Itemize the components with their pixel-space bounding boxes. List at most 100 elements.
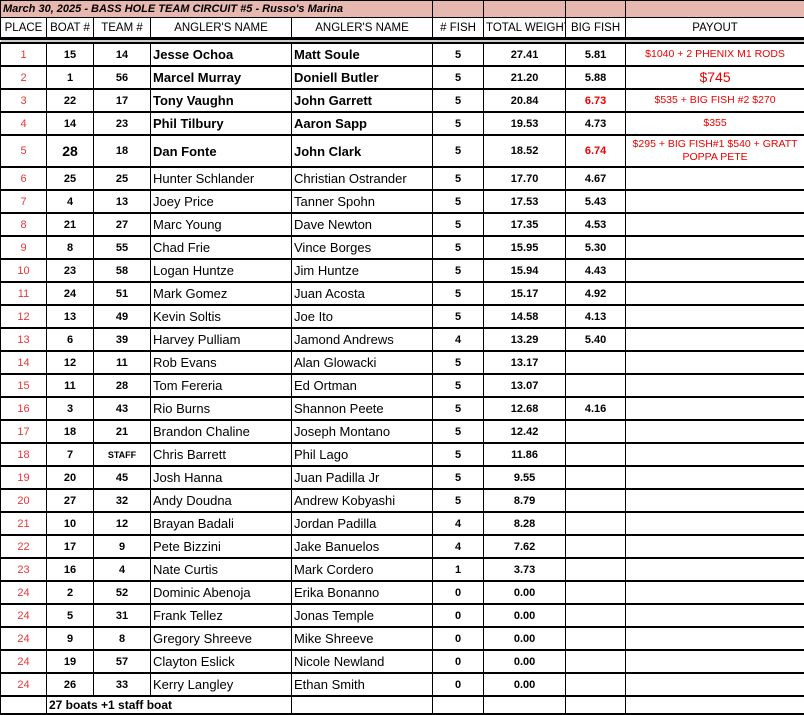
angler1-cell[interactable]: Rob Evans <box>151 351 292 374</box>
angler2-cell[interactable]: Erika Bonanno <box>292 581 433 604</box>
payout-cell[interactable]: $745 <box>626 66 804 89</box>
angler2-cell[interactable]: Nicole Newland <box>292 650 433 673</box>
payout-cell[interactable] <box>626 282 804 305</box>
payout-cell[interactable] <box>626 420 804 443</box>
cell[interactable] <box>566 696 626 714</box>
angler2-cell[interactable]: Jonas Temple <box>292 604 433 627</box>
weight-cell[interactable]: 0.00 <box>484 673 566 696</box>
place-cell[interactable]: 12 <box>1 305 47 328</box>
payout-cell[interactable]: $535 + BIG FISH #2 $270 <box>626 89 804 112</box>
angler1-cell[interactable]: Logan Huntze <box>151 259 292 282</box>
angler2-cell[interactable]: Jake Banuelos <box>292 535 433 558</box>
payout-cell[interactable] <box>626 466 804 489</box>
boat-cell[interactable]: 5 <box>47 604 94 627</box>
fish-cell[interactable]: 5 <box>433 190 484 213</box>
fish-cell[interactable]: 5 <box>433 443 484 466</box>
cell[interactable] <box>292 696 433 714</box>
place-cell[interactable]: 18 <box>1 443 47 466</box>
place-cell[interactable]: 24 <box>1 581 47 604</box>
weight-cell[interactable]: 12.42 <box>484 420 566 443</box>
weight-cell[interactable]: 14.58 <box>484 305 566 328</box>
footer-note[interactable]: 27 boats +1 staff boat <box>47 696 292 714</box>
team-cell[interactable]: STAFF <box>94 443 151 466</box>
boat-cell[interactable]: 13 <box>47 305 94 328</box>
header-boat[interactable]: BOAT # <box>47 18 94 39</box>
team-cell[interactable]: 13 <box>94 190 151 213</box>
place-cell[interactable]: 24 <box>1 627 47 650</box>
place-cell[interactable]: 8 <box>1 213 47 236</box>
angler1-cell[interactable]: Dan Fonte <box>151 135 292 167</box>
angler1-cell[interactable]: Marcel Murray <box>151 66 292 89</box>
boat-cell[interactable]: 3 <box>47 397 94 420</box>
boat-cell[interactable]: 27 <box>47 489 94 512</box>
fish-cell[interactable]: 0 <box>433 673 484 696</box>
big-fish-cell[interactable] <box>566 512 626 535</box>
angler1-cell[interactable]: Brandon Chaline <box>151 420 292 443</box>
team-cell[interactable]: 31 <box>94 604 151 627</box>
big-fish-cell[interactable]: 4.73 <box>566 112 626 135</box>
fish-cell[interactable]: 5 <box>433 135 484 167</box>
weight-cell[interactable]: 7.62 <box>484 535 566 558</box>
angler2-cell[interactable]: Mike Shreeve <box>292 627 433 650</box>
weight-cell[interactable]: 0.00 <box>484 581 566 604</box>
team-cell[interactable]: 4 <box>94 558 151 581</box>
weight-cell[interactable]: 21.20 <box>484 66 566 89</box>
team-cell[interactable]: 55 <box>94 236 151 259</box>
cell[interactable] <box>484 696 566 714</box>
boat-cell[interactable]: 1 <box>47 66 94 89</box>
cell[interactable] <box>484 1 566 18</box>
fish-cell[interactable]: 0 <box>433 650 484 673</box>
big-fish-cell[interactable] <box>566 351 626 374</box>
payout-cell[interactable] <box>626 627 804 650</box>
angler2-cell[interactable]: Juan Acosta <box>292 282 433 305</box>
weight-cell[interactable]: 13.29 <box>484 328 566 351</box>
boat-cell[interactable]: 15 <box>47 43 94 66</box>
angler2-cell[interactable]: Dave Newton <box>292 213 433 236</box>
fish-cell[interactable]: 5 <box>433 66 484 89</box>
team-cell[interactable]: 45 <box>94 466 151 489</box>
team-cell[interactable]: 25 <box>94 167 151 190</box>
angler2-cell[interactable]: Vince Borges <box>292 236 433 259</box>
team-cell[interactable]: 18 <box>94 135 151 167</box>
fish-cell[interactable]: 0 <box>433 581 484 604</box>
big-fish-cell[interactable] <box>566 673 626 696</box>
fish-cell[interactable]: 1 <box>433 558 484 581</box>
place-cell[interactable]: 7 <box>1 190 47 213</box>
header-team[interactable]: TEAM # <box>94 18 151 39</box>
angler2-cell[interactable]: Matt Soule <box>292 43 433 66</box>
boat-cell[interactable]: 16 <box>47 558 94 581</box>
boat-cell[interactable]: 4 <box>47 190 94 213</box>
cell[interactable] <box>566 1 626 18</box>
weight-cell[interactable]: 11.86 <box>484 443 566 466</box>
fish-cell[interactable]: 4 <box>433 512 484 535</box>
team-cell[interactable]: 56 <box>94 66 151 89</box>
angler2-cell[interactable]: Juan Padilla Jr <box>292 466 433 489</box>
payout-cell[interactable] <box>626 259 804 282</box>
fish-cell[interactable]: 5 <box>433 489 484 512</box>
angler2-cell[interactable]: Joseph Montano <box>292 420 433 443</box>
place-cell[interactable]: 15 <box>1 374 47 397</box>
payout-cell[interactable] <box>626 374 804 397</box>
weight-cell[interactable]: 13.07 <box>484 374 566 397</box>
fish-cell[interactable]: 5 <box>433 89 484 112</box>
header-fish[interactable]: # FISH <box>433 18 484 39</box>
payout-cell[interactable] <box>626 305 804 328</box>
big-fish-cell[interactable]: 4.16 <box>566 397 626 420</box>
weight-cell[interactable]: 9.55 <box>484 466 566 489</box>
place-cell[interactable]: 1 <box>1 43 47 66</box>
boat-cell[interactable]: 18 <box>47 420 94 443</box>
team-cell[interactable]: 9 <box>94 535 151 558</box>
big-fish-cell[interactable]: 5.30 <box>566 236 626 259</box>
boat-cell[interactable]: 25 <box>47 167 94 190</box>
place-cell[interactable]: 11 <box>1 282 47 305</box>
cell[interactable] <box>626 1 804 18</box>
angler2-cell[interactable]: Jordan Padilla <box>292 512 433 535</box>
big-fish-cell[interactable]: 5.43 <box>566 190 626 213</box>
boat-cell[interactable]: 7 <box>47 443 94 466</box>
big-fish-cell[interactable] <box>566 443 626 466</box>
weight-cell[interactable]: 0.00 <box>484 604 566 627</box>
team-cell[interactable]: 57 <box>94 650 151 673</box>
big-fish-cell[interactable] <box>566 420 626 443</box>
big-fish-cell[interactable]: 4.92 <box>566 282 626 305</box>
place-cell[interactable]: 24 <box>1 650 47 673</box>
